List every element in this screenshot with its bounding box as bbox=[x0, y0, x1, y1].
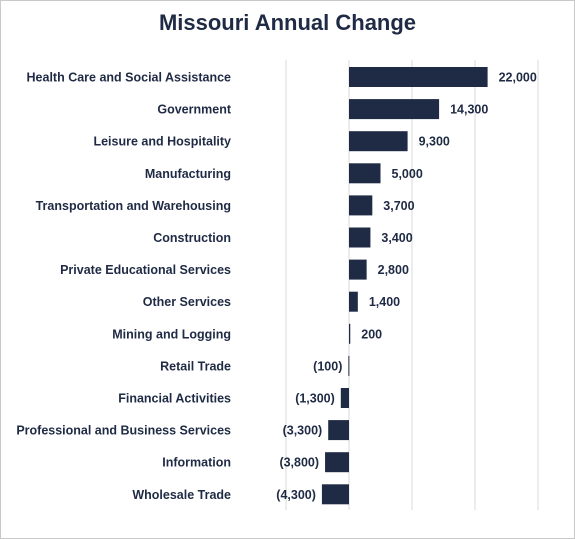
data-label: (3,800) bbox=[279, 456, 319, 470]
category-label: Manufacturing bbox=[145, 167, 231, 181]
category-label: Leisure and Hospitality bbox=[93, 135, 231, 149]
bar bbox=[349, 67, 488, 87]
data-label: 1,400 bbox=[369, 295, 400, 309]
bar bbox=[349, 163, 381, 184]
bar bbox=[349, 291, 358, 312]
bar bbox=[349, 323, 351, 344]
category-label: Government bbox=[157, 103, 231, 117]
data-label: 14,300 bbox=[450, 103, 488, 117]
category-label: Professional and Business Services bbox=[16, 424, 231, 438]
category-label: Information bbox=[162, 456, 231, 470]
bar bbox=[328, 420, 349, 441]
data-label: (3,300) bbox=[283, 424, 323, 438]
data-label: 5,000 bbox=[392, 167, 423, 181]
bar bbox=[349, 195, 373, 216]
category-label: Health Care and Social Assistance bbox=[27, 71, 232, 85]
bar bbox=[321, 484, 349, 505]
data-label: (1,300) bbox=[295, 392, 335, 406]
category-label: Transportation and Warehousing bbox=[36, 199, 231, 213]
bar bbox=[349, 227, 371, 248]
data-label: 2,800 bbox=[378, 263, 409, 277]
bar bbox=[349, 131, 408, 152]
category-label: Wholesale Trade bbox=[132, 488, 231, 502]
category-label: Other Services bbox=[143, 295, 231, 309]
data-label: 3,400 bbox=[381, 231, 412, 245]
bar bbox=[349, 259, 367, 280]
category-label: Retail Trade bbox=[160, 359, 231, 373]
category-label: Financial Activities bbox=[118, 392, 231, 406]
data-label: 3,700 bbox=[383, 199, 414, 213]
category-label: Mining and Logging bbox=[112, 327, 231, 341]
bar bbox=[349, 99, 440, 120]
data-label: 9,300 bbox=[419, 135, 450, 149]
category-label: Private Educational Services bbox=[60, 263, 231, 277]
data-label: 200 bbox=[361, 327, 382, 341]
data-label: (100) bbox=[313, 359, 342, 373]
chart-title: Missouri Annual Change bbox=[158, 10, 417, 35]
data-label: (4,300) bbox=[276, 488, 316, 502]
data-label: 22,000 bbox=[499, 71, 537, 85]
bar bbox=[325, 452, 349, 473]
bar bbox=[348, 355, 350, 376]
bar bbox=[340, 388, 349, 408]
category-label: Construction bbox=[153, 231, 231, 245]
